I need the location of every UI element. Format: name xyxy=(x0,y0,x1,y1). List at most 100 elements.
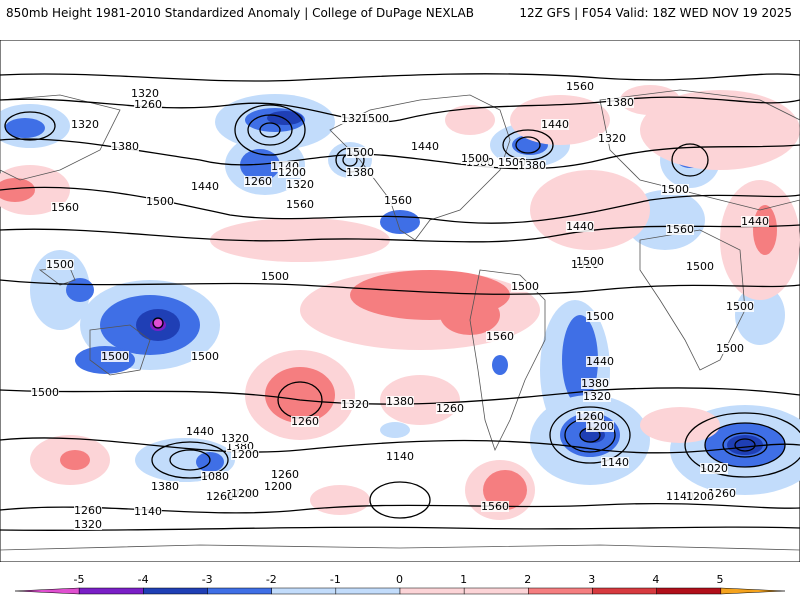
contour-label-bg xyxy=(606,97,634,108)
contour-label-bg xyxy=(346,147,374,158)
height-contour-closed xyxy=(234,104,306,156)
colorbar-segment xyxy=(143,587,208,595)
anomaly-blob xyxy=(380,422,410,438)
contour-label-bg xyxy=(411,141,439,152)
contour-label: 1500 xyxy=(46,258,74,271)
contour-label: 1320 xyxy=(74,518,102,531)
contour-label: 1380 xyxy=(606,96,634,109)
contour-label: 1440 xyxy=(541,118,569,131)
contour-label-bg xyxy=(661,184,689,195)
contour-label-bg xyxy=(576,411,604,422)
contour-label: 1500 xyxy=(31,386,59,399)
colorbar-segment xyxy=(399,587,465,595)
contour-label: 1500 xyxy=(716,342,744,355)
anomaly-blob xyxy=(640,90,800,170)
contour-label: 1140 xyxy=(134,505,162,518)
contour-label: 1500 xyxy=(511,280,539,293)
contour-label-bg xyxy=(286,179,314,190)
colorbar-tick-label: 5 xyxy=(717,573,724,586)
height-contour-closed xyxy=(259,122,281,138)
colorbar-tick-label: 3 xyxy=(588,573,595,586)
contour-label: 1200 xyxy=(278,166,306,179)
contour-label-bg xyxy=(386,451,414,462)
anomaly-blob xyxy=(735,285,785,345)
colorbar-tick-label: -4 xyxy=(138,573,149,586)
contour-label: 1560 xyxy=(481,500,509,513)
contour-label: 1200 xyxy=(231,448,259,461)
contour-label-bg xyxy=(264,481,292,492)
colorbar-tick-label: 4 xyxy=(652,573,659,586)
coastline xyxy=(89,324,151,376)
anomaly-blob xyxy=(753,205,777,255)
contour-label: 1320 xyxy=(131,87,159,100)
contour-label: 1500 xyxy=(146,195,174,208)
contour-label-bg xyxy=(716,343,744,354)
contour-label: 1380 xyxy=(386,395,414,408)
contour-label: 1440 xyxy=(586,355,614,368)
contour-label-bg xyxy=(151,481,179,492)
contour-label: 1500 xyxy=(461,152,489,165)
contour-label: 1260 xyxy=(708,487,736,500)
chart-title: 850mb Height 1981-2010 Standardized Anom… xyxy=(6,6,474,20)
contour-label-bg xyxy=(271,469,299,480)
contour-label: 1500 xyxy=(726,300,754,313)
contour-label-bg xyxy=(586,311,614,322)
contour-label-bg xyxy=(598,133,626,144)
contour-label-bg xyxy=(566,81,594,92)
contour-label-bg xyxy=(481,501,509,512)
contour-label: 1440 xyxy=(191,180,219,193)
height-contour xyxy=(0,437,800,454)
anomaly-blob xyxy=(483,470,527,510)
contour-label: 1380 xyxy=(111,140,139,153)
colorbar-segment xyxy=(78,587,144,595)
anomaly-blob xyxy=(5,118,45,138)
colorbar-tick-label: -2 xyxy=(266,573,277,586)
contour-label: 1560 xyxy=(486,330,514,343)
contour-label-bg xyxy=(666,224,694,235)
contour-label: 1380 xyxy=(151,480,179,493)
colorbar-tick-label: 1 xyxy=(460,573,467,586)
contour-label: 1320 xyxy=(71,118,99,131)
contour-label-bg xyxy=(278,167,306,178)
contour-label: 1560 xyxy=(566,80,594,93)
height-contour-closed xyxy=(369,481,431,519)
contour-label-bg xyxy=(686,261,714,272)
coastline xyxy=(0,544,800,551)
anomaly-blob xyxy=(445,105,495,135)
contour-label-bg xyxy=(518,160,546,171)
contour-label: 1200 xyxy=(586,420,614,433)
contour-label-bg xyxy=(244,176,272,187)
contour-label: 1560 xyxy=(51,201,79,214)
contour-label: 1260 xyxy=(74,504,102,517)
contour-label-bg xyxy=(666,491,694,502)
height-contour-closed xyxy=(515,136,541,154)
contour-label: 1440 xyxy=(186,425,214,438)
contour-label-bg xyxy=(686,491,714,502)
contour-label-bg xyxy=(361,113,389,124)
coastline xyxy=(329,94,511,241)
contour-label: 1380 xyxy=(581,377,609,390)
height-contour-closed xyxy=(549,406,631,464)
anomaly-blob xyxy=(60,450,90,470)
contour-label-bg xyxy=(586,356,614,367)
colorbar-segment xyxy=(528,587,593,595)
contour-label: 1380 xyxy=(346,166,374,179)
contour-label: 1380 xyxy=(518,159,546,172)
anomaly-blob xyxy=(440,295,500,335)
contour-label-bg xyxy=(498,157,526,168)
colorbar-segment xyxy=(207,587,272,595)
contour-label: 1320 xyxy=(286,178,314,191)
colorbar-segments xyxy=(14,587,786,595)
colorbar-tick-label: -3 xyxy=(202,573,213,586)
contour-label: 1500 xyxy=(586,310,614,323)
contour-label-bg xyxy=(436,403,464,414)
contour-label-bg xyxy=(191,181,219,192)
contour-label: 1260 xyxy=(206,490,234,503)
colorbar-segment xyxy=(14,587,80,595)
anomaly-blob xyxy=(267,111,303,125)
colorbar-segment xyxy=(656,587,722,595)
anomaly-blob xyxy=(240,149,280,181)
contour-label: 1320 xyxy=(221,432,249,445)
